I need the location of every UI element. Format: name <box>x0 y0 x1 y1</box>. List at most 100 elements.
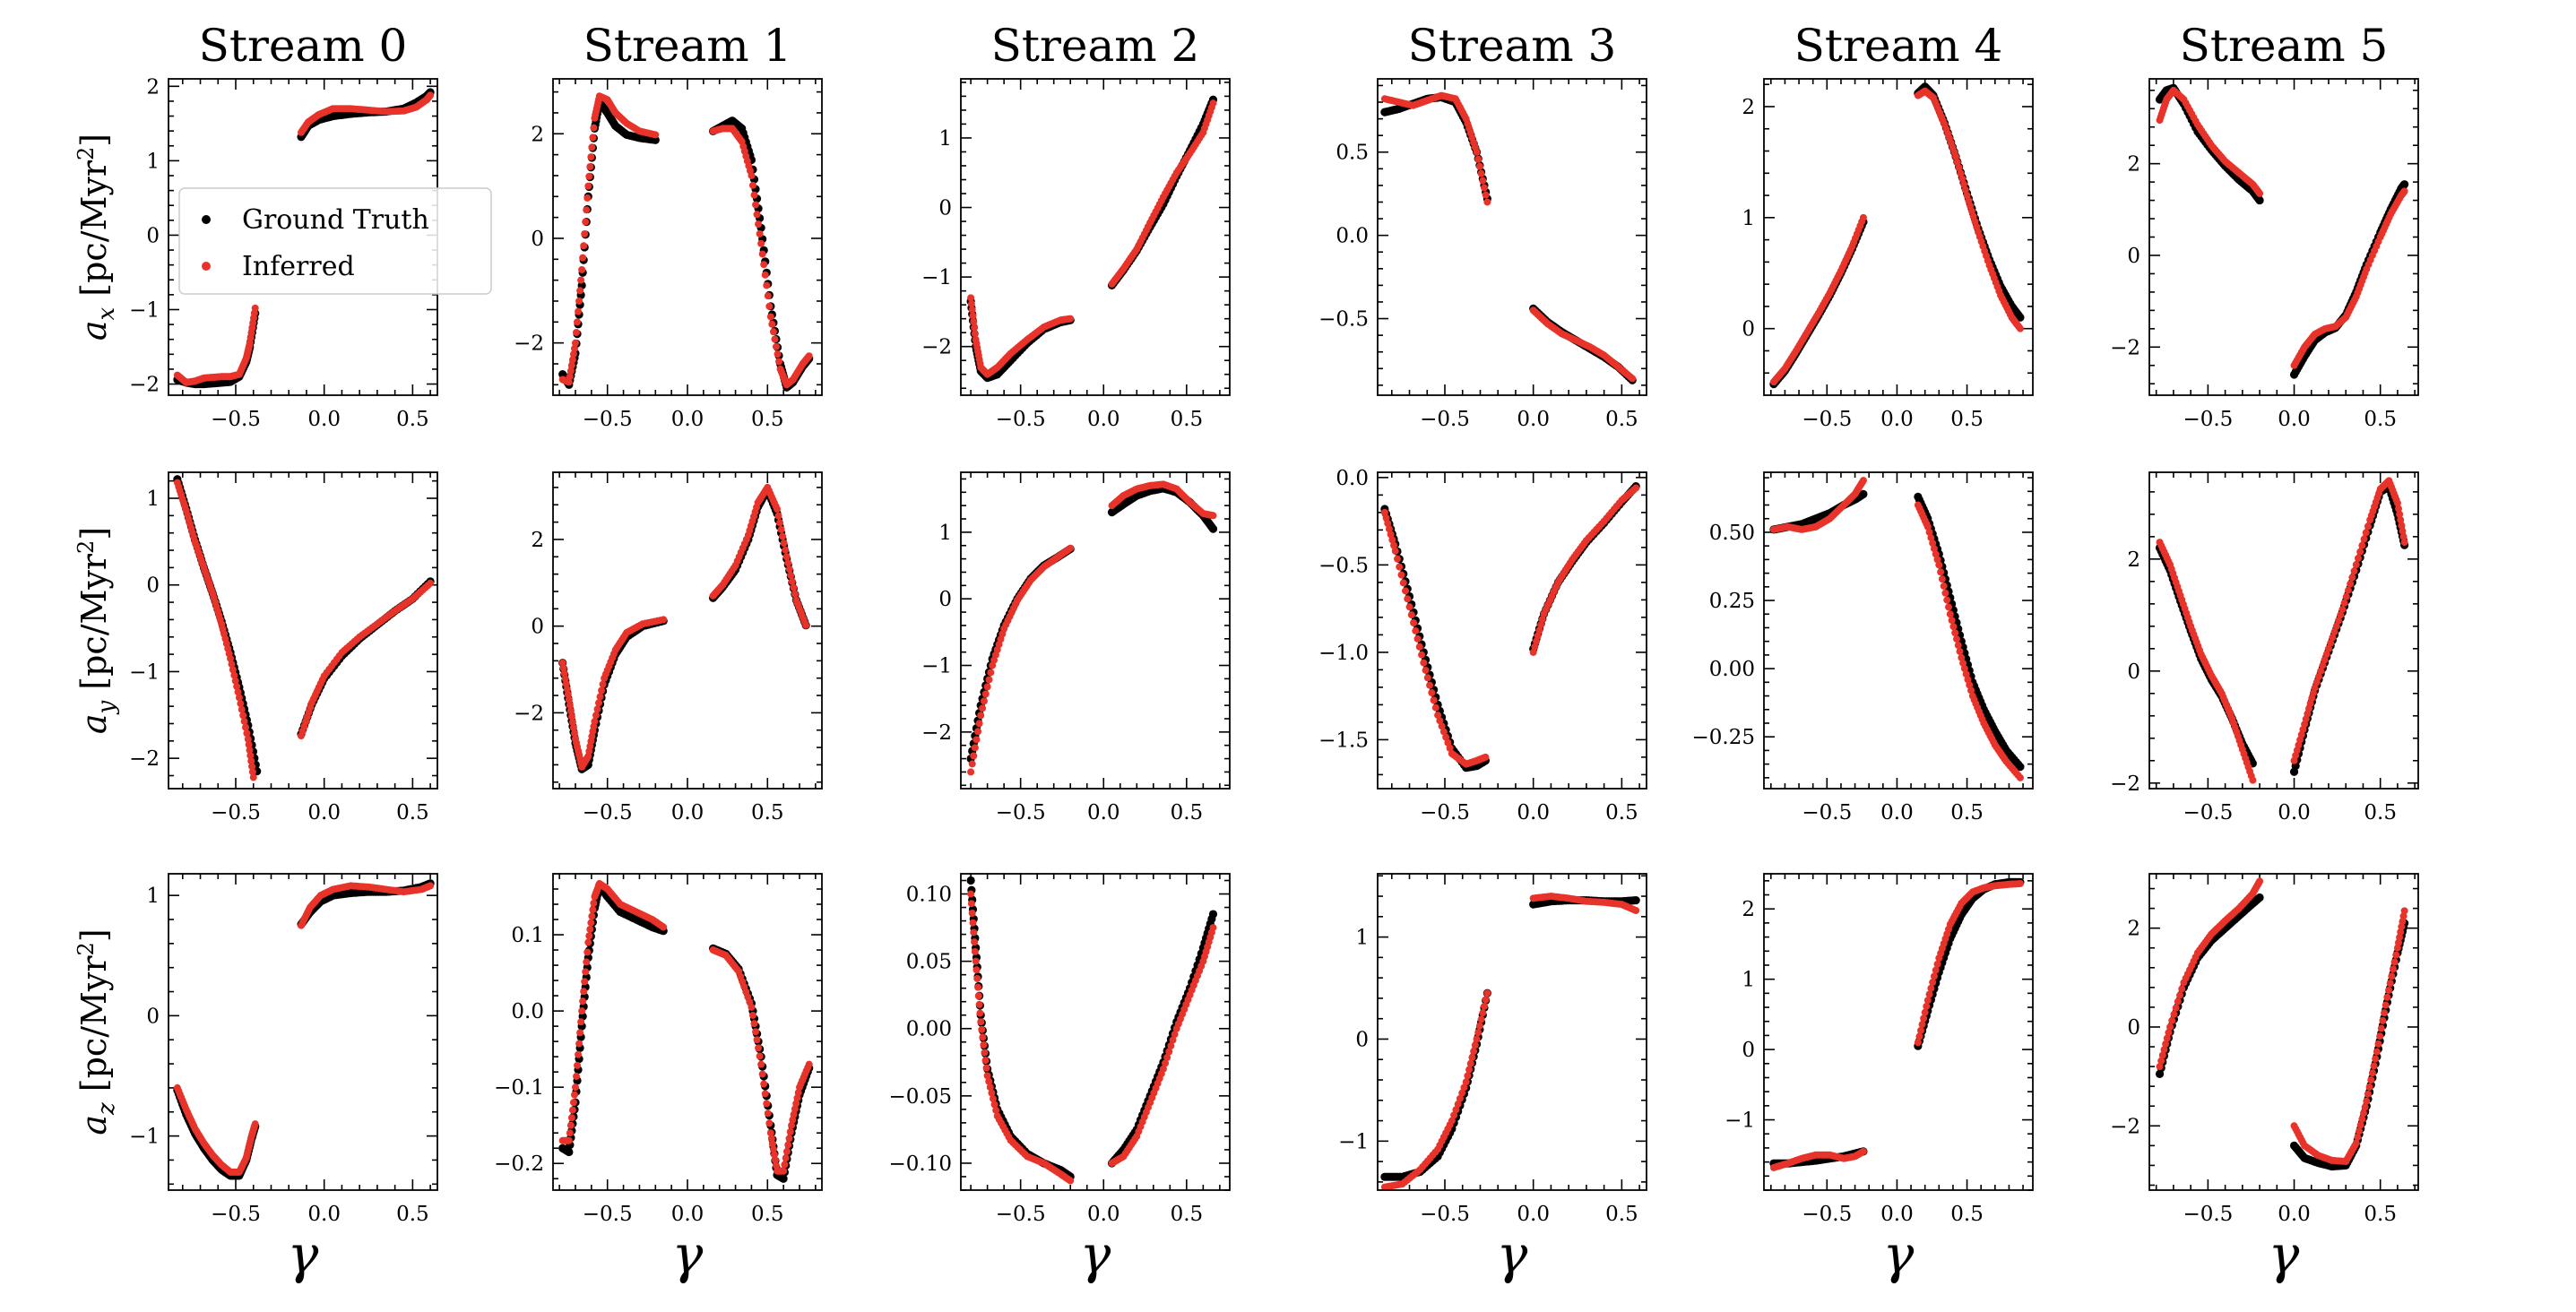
inferred-point <box>589 134 597 142</box>
inferred-point <box>975 720 983 728</box>
y-tick-label: 0.0 <box>1336 225 1369 248</box>
ground-truth-point <box>966 876 975 885</box>
x-axis-label: γ <box>1497 1224 1528 1285</box>
inferred-point <box>599 680 607 688</box>
inferred-point <box>970 928 978 937</box>
inferred-point <box>565 695 573 703</box>
inferred-point <box>1385 525 1393 533</box>
inferred-point <box>238 705 246 713</box>
inferred-point <box>758 1070 766 1078</box>
inferred-point <box>761 271 769 279</box>
y-tick-label: −0.1 <box>494 1076 544 1100</box>
inferred-point <box>575 297 583 305</box>
inferred-point <box>1465 1066 1474 1074</box>
inferred-series <box>298 579 435 740</box>
inferred-point <box>764 292 772 300</box>
inferred-point <box>1925 990 1933 998</box>
inferred-point <box>568 1106 576 1114</box>
inferred-point <box>592 712 600 720</box>
inferred-point <box>974 728 982 736</box>
x-tick-label: 0.5 <box>1950 801 1984 824</box>
inferred-point <box>1402 587 1410 595</box>
inferred-series <box>967 890 1075 1185</box>
inferred-point <box>596 693 604 701</box>
inferred-point <box>584 938 592 946</box>
inferred-point <box>569 1099 577 1107</box>
inferred-point <box>1929 979 1937 987</box>
y-tick-label: 0 <box>146 1005 160 1028</box>
panel-stream1-row1: −0.5 0.0 0.5 −2 0 2 <box>514 471 823 824</box>
inferred-point <box>566 1121 575 1129</box>
ticks <box>1764 874 2033 1191</box>
panel-frame <box>960 78 1231 396</box>
inferred-point <box>779 532 787 540</box>
inferred-point <box>583 206 591 214</box>
inferred-point <box>1474 1029 1482 1037</box>
inferred-point <box>973 974 981 982</box>
inferred-point <box>1422 666 1430 674</box>
inferred-point <box>1954 642 1962 650</box>
inferred-point <box>790 583 798 591</box>
panel-frame <box>1763 78 2034 396</box>
inferred-point <box>784 559 792 567</box>
x-tick-label: 0.5 <box>1605 1203 1638 1226</box>
inferred-point <box>1423 674 1431 682</box>
inferred-point <box>251 1120 259 1128</box>
inferred-point <box>251 304 259 312</box>
inferred-point <box>1480 184 1488 192</box>
inferred-point <box>969 312 977 320</box>
inferred-point <box>572 339 579 347</box>
inferred-point <box>981 690 990 698</box>
y-tick-label: −1 <box>129 298 160 322</box>
inferred-point <box>566 1129 574 1137</box>
inferred-point <box>1067 1177 1075 1185</box>
column-title: Stream 1 <box>583 20 792 72</box>
inferred-point <box>771 335 779 343</box>
x-tick-label: −0.5 <box>1802 408 1852 431</box>
inferred-point <box>575 1050 583 1058</box>
y-tick-label: 0 <box>938 588 952 611</box>
inferred-point <box>805 1060 813 1068</box>
inferred-point <box>230 671 238 679</box>
inferred-point <box>752 201 760 209</box>
inferred-point <box>1468 1053 1476 1061</box>
inferred-point <box>1460 1083 1468 1092</box>
column-title: Stream 0 <box>199 20 408 72</box>
y-tick-label: 0 <box>1742 1039 1755 1062</box>
panel-stream2-row0: −0.5 0.0 0.5 −2 −1 0 1 Stream 2 <box>921 20 1231 431</box>
y-tick-label: 0.5 <box>1336 142 1369 165</box>
ticks <box>1378 79 1647 395</box>
panel-frame <box>960 471 1231 790</box>
inferred-point <box>780 539 788 548</box>
x-tick-label: −0.5 <box>1802 801 1852 824</box>
inferred-point <box>977 1018 985 1026</box>
panel-stream1-row0: −0.5 0.0 0.5 −2 0 2 Stream 1 <box>514 20 823 431</box>
inferred-point <box>771 1156 779 1164</box>
inferred-point <box>580 988 588 996</box>
inferred-point <box>967 300 975 308</box>
x-tick-label: 0.5 <box>1171 1203 1204 1226</box>
inferred-series <box>1380 91 1491 206</box>
panel-stream2-row1: −0.5 0.0 0.5 −2 −1 0 1 <box>921 471 1231 824</box>
inferred-point <box>968 306 976 314</box>
inferred-point <box>574 318 582 326</box>
inferred-point <box>1937 568 1945 576</box>
inferred-point <box>590 899 598 907</box>
inferred-point <box>1165 1048 1173 1056</box>
inferred-point <box>578 265 586 273</box>
inferred-point <box>249 773 257 781</box>
inferred-point <box>584 182 592 190</box>
panel-stream3-row1: −0.5 0.0 0.5 −1.5 −1.0 −0.5 0.0 <box>1318 467 1647 824</box>
inferred-point <box>572 1083 579 1092</box>
inferred-point <box>986 1083 994 1092</box>
x-tick-label: 0.0 <box>1517 1203 1550 1226</box>
inferred-point <box>1444 738 1452 747</box>
inferred-point <box>977 712 985 720</box>
panel-stream0-row1: −0.5 0.0 0.5 −2 −1 0 1 ay [pc/Myr2] <box>73 471 438 824</box>
inferred-point <box>972 966 981 974</box>
x-tick-label: −0.5 <box>996 801 1046 824</box>
inferred-point <box>982 1064 990 1072</box>
inferred-point <box>568 718 576 726</box>
x-tick-label: 0.0 <box>1087 1203 1120 1226</box>
